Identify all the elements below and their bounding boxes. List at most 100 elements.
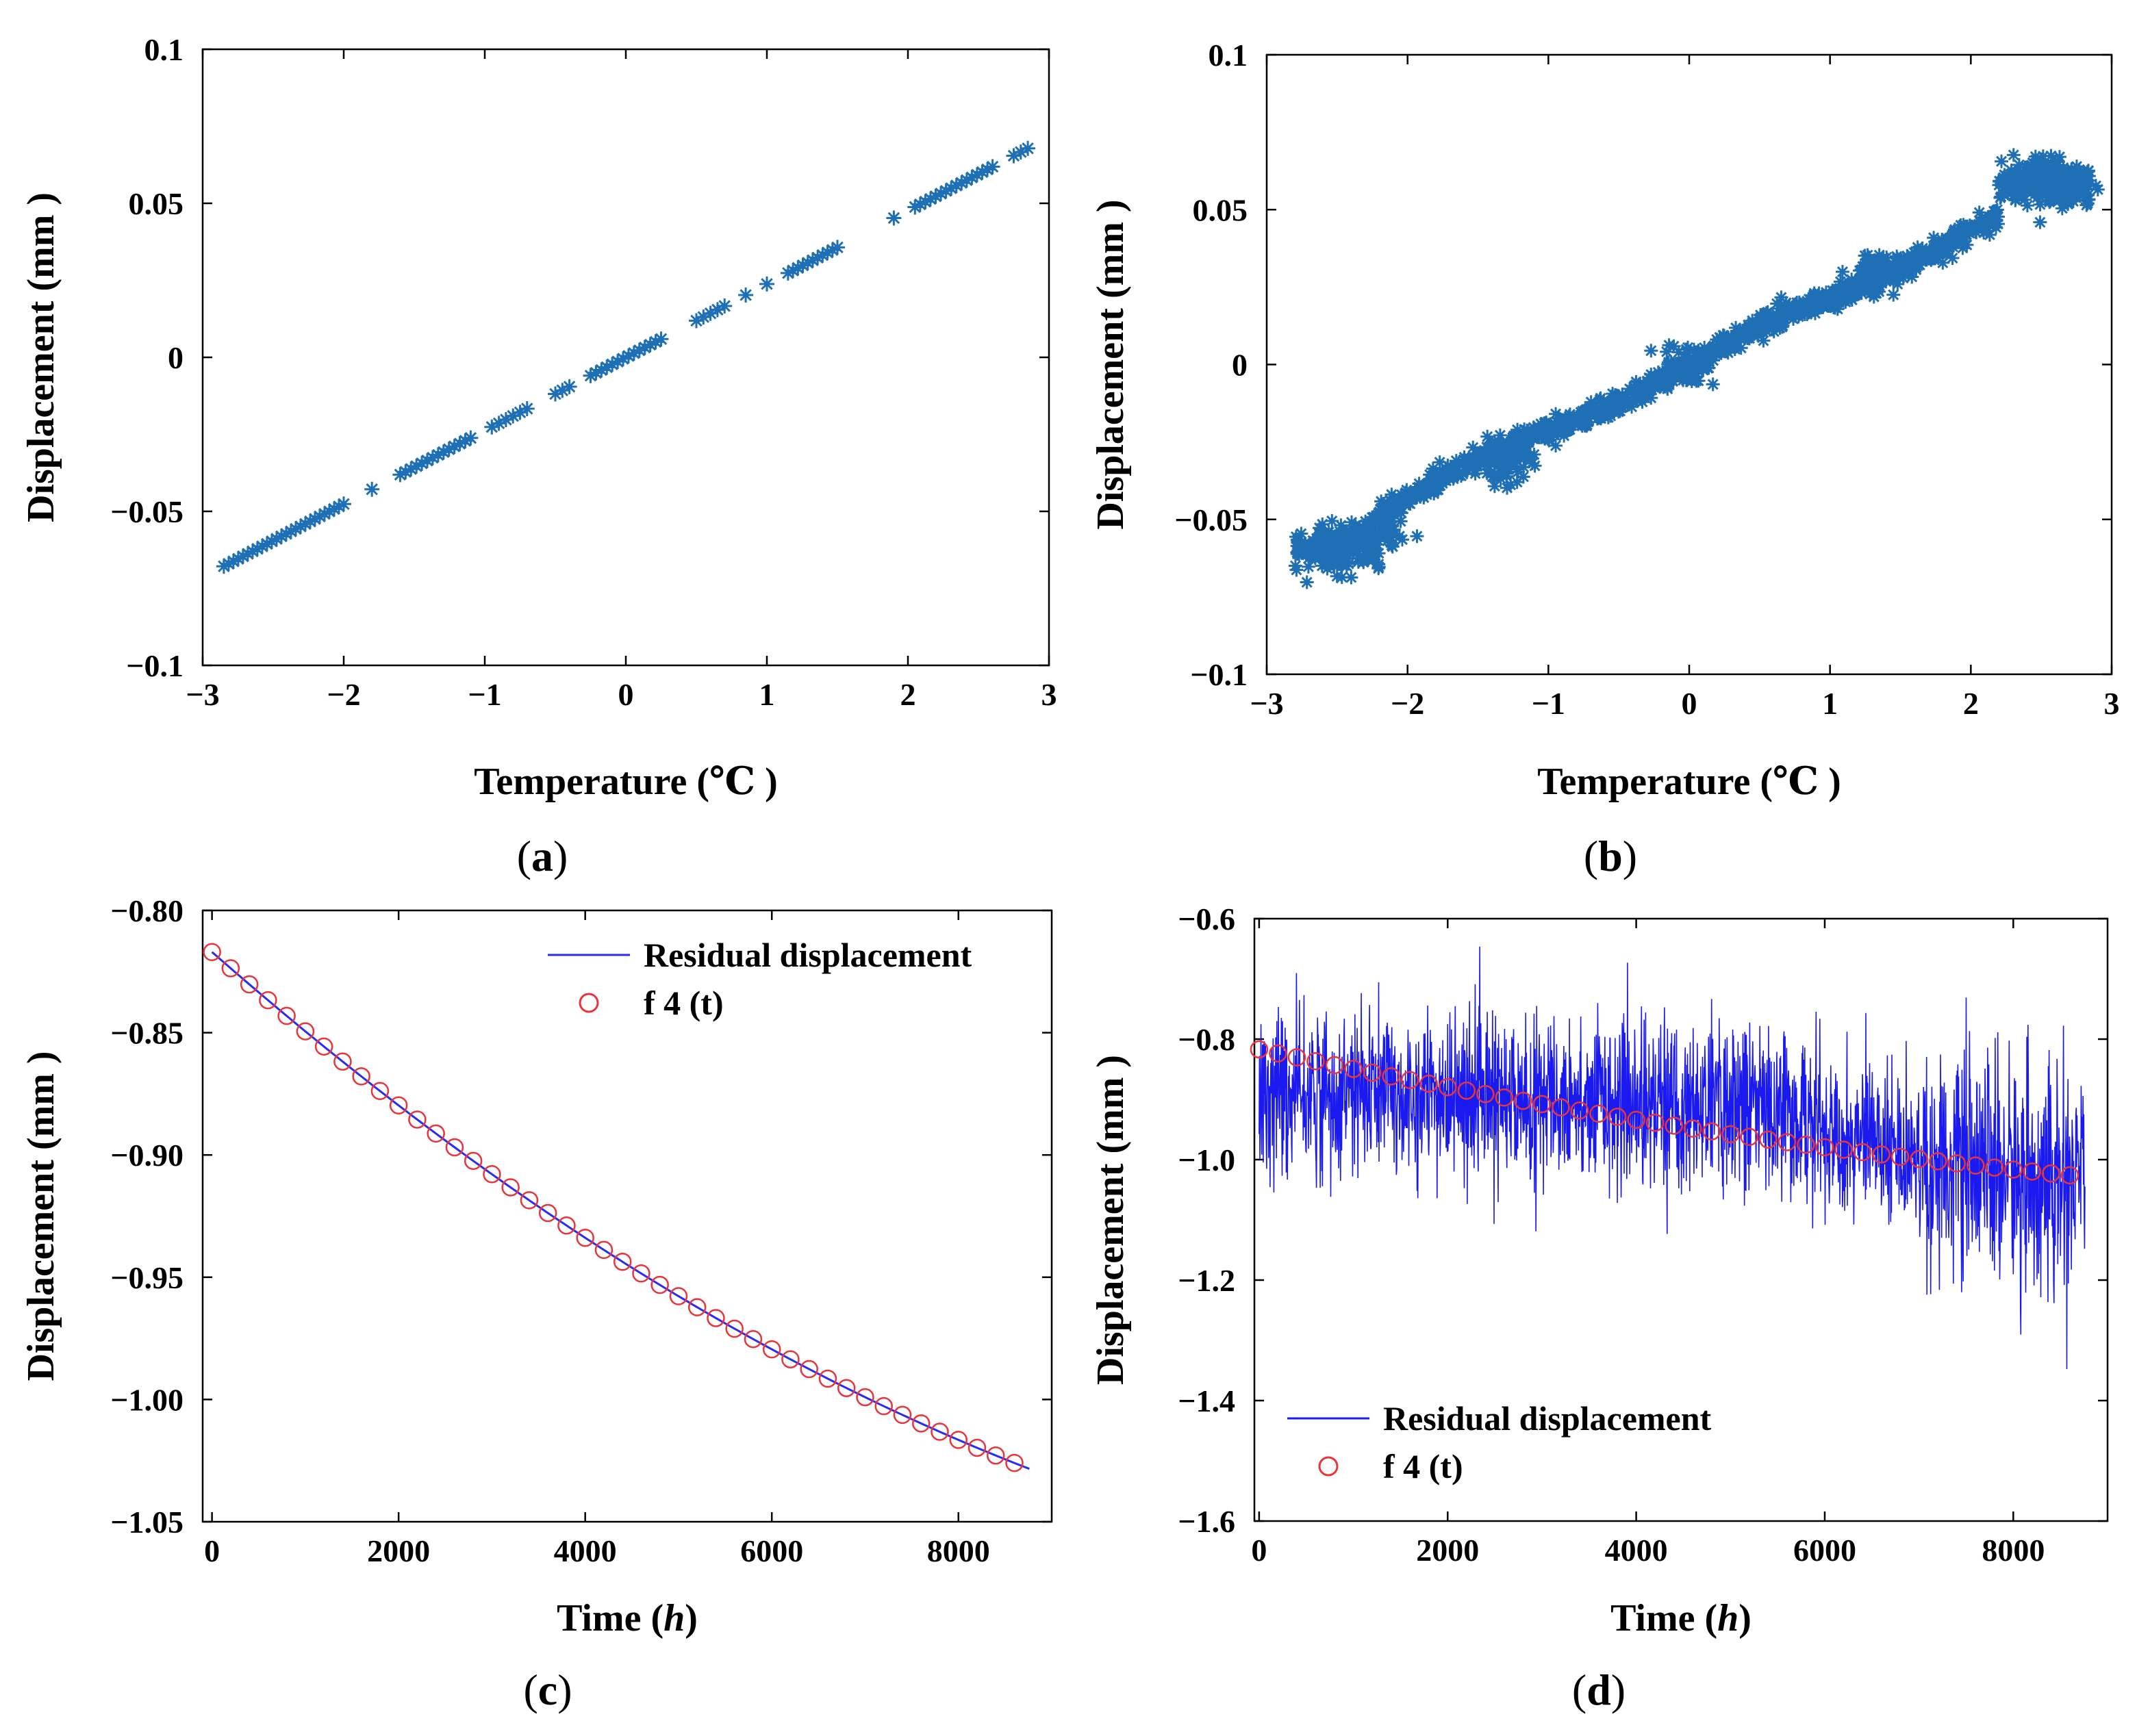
data-point <box>1644 344 1658 358</box>
data-point <box>1772 301 1786 316</box>
data-point <box>2079 182 2094 196</box>
x-tick-label: 3 <box>2104 686 2120 721</box>
data-point <box>2045 157 2060 171</box>
data-point <box>616 351 631 367</box>
data-point <box>1534 417 1548 431</box>
data-point <box>1447 468 1462 482</box>
f4-point <box>277 1006 296 1025</box>
panel-a-label: (a) <box>517 832 568 880</box>
data-point <box>1750 327 1765 342</box>
data-point <box>2012 176 2027 190</box>
data-point <box>1688 369 1702 383</box>
data-point <box>2008 192 2023 206</box>
f4-point <box>1645 1113 1665 1132</box>
data-point <box>1560 424 1575 438</box>
data-point <box>1629 374 1643 389</box>
data-point <box>1874 252 1888 266</box>
data-point <box>1909 260 1923 275</box>
data-point <box>1006 148 1022 164</box>
data-point <box>1369 515 1384 529</box>
data-point <box>1684 374 1699 388</box>
data-point <box>1528 421 1542 435</box>
data-point <box>1549 439 1563 453</box>
data-point <box>216 559 231 574</box>
data-point <box>1870 262 1884 277</box>
data-point <box>2011 184 2025 199</box>
data-point <box>1880 250 1894 264</box>
f4-point <box>707 1309 725 1327</box>
y-tick-label: −1.0 <box>1178 1143 1235 1177</box>
data-point <box>1341 557 1356 571</box>
data-point <box>1812 286 1826 301</box>
f4-point <box>1287 1048 1306 1067</box>
data-point <box>2052 150 2066 164</box>
data-point <box>1708 344 1723 359</box>
data-point <box>307 511 323 527</box>
data-point <box>1872 248 1886 262</box>
data-point <box>912 196 928 212</box>
data-point <box>959 173 974 188</box>
data-point <box>1518 431 1532 445</box>
data-point <box>1320 561 1335 576</box>
data-point <box>599 359 615 375</box>
y-tick-label: −0.8 <box>1178 1022 1235 1057</box>
data-point <box>1547 417 1562 431</box>
f4-point <box>1815 1138 1834 1157</box>
data-point <box>1699 351 1714 366</box>
data-point <box>1721 346 1735 360</box>
f4-point <box>2060 1166 2079 1185</box>
data-point <box>1867 290 1881 304</box>
f4-point <box>1400 1071 1419 1089</box>
data-point <box>2032 179 2046 194</box>
data-point <box>244 544 260 559</box>
x-tick-label: 6000 <box>740 1533 803 1568</box>
data-point <box>1623 382 1637 396</box>
data-point <box>1335 570 1349 585</box>
x-tick-label: −2 <box>327 677 360 712</box>
axes-box <box>1253 917 2109 1522</box>
data-point <box>1467 457 1482 472</box>
data-point <box>1945 251 1960 266</box>
data-point <box>1648 370 1662 385</box>
data-point <box>1557 418 1571 433</box>
x-axis-label: Time (h) <box>1610 1597 1752 1639</box>
data-point <box>2028 149 2043 164</box>
data-point <box>2088 179 2103 193</box>
legend-entry-residual: Residual displacement <box>1383 1399 1712 1438</box>
data-point <box>1833 281 1847 295</box>
f4-point <box>1514 1091 1532 1110</box>
data-point <box>1507 436 1521 450</box>
x-axis-label: Temperature (℃ ) <box>1537 761 1841 803</box>
data-point <box>1593 391 1608 405</box>
x-axis-label-unit: h <box>1717 1597 1738 1639</box>
legend: Residual displacement f 4 (t) <box>1287 1399 1712 1485</box>
f4-point <box>240 975 259 994</box>
data-point <box>1828 291 1842 305</box>
data-point <box>886 210 902 226</box>
data-point <box>1860 275 1875 290</box>
data-point <box>312 509 327 524</box>
data-point <box>2020 199 2034 213</box>
data-point <box>2001 186 2015 201</box>
data-point <box>2012 157 2026 172</box>
data-point <box>398 464 414 480</box>
data-point <box>1514 448 1528 462</box>
data-point <box>249 541 265 557</box>
data-point <box>1942 240 1956 254</box>
data-point <box>1775 303 1789 317</box>
y-tick-label: 0 <box>168 340 184 375</box>
data-point <box>1900 250 1914 264</box>
f4-point <box>1306 1052 1325 1071</box>
f4-point <box>1740 1127 1759 1147</box>
data-point <box>1767 324 1781 339</box>
data-point <box>1300 575 1314 589</box>
data-point <box>259 536 275 552</box>
series-residual-line <box>211 951 1030 1470</box>
data-point <box>1500 469 1514 483</box>
data-point <box>1325 514 1339 528</box>
data-point <box>1637 376 1652 391</box>
data-point <box>964 170 980 186</box>
data-point <box>2019 183 2033 198</box>
f4-point <box>370 1082 390 1100</box>
x-axis-label-text: Time ( <box>557 1597 663 1639</box>
